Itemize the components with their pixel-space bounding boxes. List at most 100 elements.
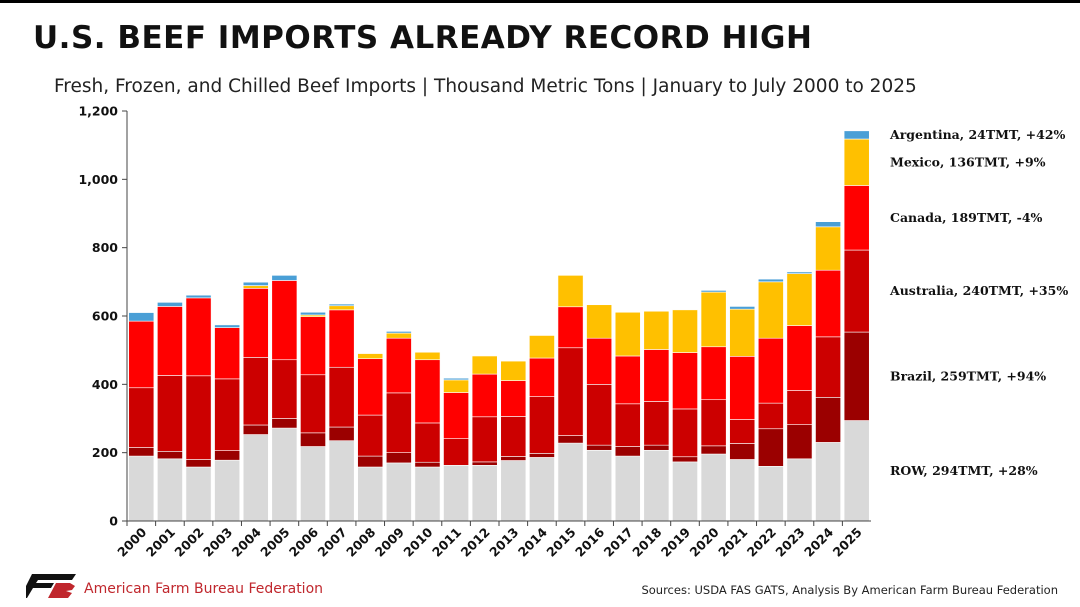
bar-row-2002 xyxy=(185,466,212,522)
bar-australia-2015 xyxy=(557,347,584,436)
bar-argentina-2024 xyxy=(815,221,841,228)
stacked-bar-chart: 02004006008001,0001,20020002001200220032… xyxy=(78,104,1068,560)
bar-brazil-2016 xyxy=(586,444,613,451)
x-tick-label: 2001 xyxy=(143,525,178,560)
x-tick-label: 2013 xyxy=(486,525,521,560)
bar-australia-2018 xyxy=(643,401,670,446)
bar-brazil-2002 xyxy=(185,459,212,468)
bar-argentina-2023 xyxy=(786,271,813,274)
bar-australia-2022 xyxy=(757,402,784,430)
bar-canada-2007 xyxy=(328,309,355,368)
bar-australia-2009 xyxy=(385,392,412,453)
y-tick-label: 200 xyxy=(92,445,118,460)
x-tick-label: 2004 xyxy=(229,524,264,559)
bar-mexico-2009 xyxy=(385,332,412,339)
bar-argentina-2025 xyxy=(843,130,870,140)
bar-australia-2005 xyxy=(271,359,298,419)
x-tick-label: 2011 xyxy=(429,525,464,560)
bar-mexico-2022 xyxy=(757,281,784,339)
bar-row-2006 xyxy=(300,446,326,522)
bar-row-2003 xyxy=(214,459,241,522)
x-tick-label: 2023 xyxy=(772,525,807,560)
top-rule xyxy=(0,0,1080,3)
bar-row-2025 xyxy=(843,420,870,522)
x-tick-label: 2024 xyxy=(801,524,836,559)
bar-row-2024 xyxy=(815,442,841,522)
bar-canada-2003 xyxy=(214,327,241,380)
bar-brazil-2007 xyxy=(328,426,355,442)
bar-brazil-2020 xyxy=(700,445,727,455)
bar-row-2014 xyxy=(529,457,555,522)
bar-brazil-2019 xyxy=(672,456,698,463)
bar-row-2008 xyxy=(357,466,384,522)
bar-brazil-2005 xyxy=(271,418,298,429)
bar-canada-2020 xyxy=(700,346,727,401)
annotation-brazil: Brazil, 259TMT, +94% xyxy=(890,368,1046,383)
bar-canada-2017 xyxy=(614,355,641,405)
annotation-australia: Australia, 240TMT, +35% xyxy=(889,283,1068,298)
bar-mexico-2008 xyxy=(357,353,384,360)
bar-australia-2007 xyxy=(328,366,355,428)
bar-brazil-2017 xyxy=(614,446,641,457)
bar-brazil-2015 xyxy=(557,435,584,444)
x-tick-label: 2006 xyxy=(286,524,321,559)
bar-canada-2014 xyxy=(529,357,555,397)
bar-row-2013 xyxy=(500,460,527,522)
bar-argentina-2000 xyxy=(128,312,155,322)
x-tick-label: 2022 xyxy=(744,525,779,560)
bar-row-2023 xyxy=(786,458,813,522)
bar-brazil-2012 xyxy=(471,461,498,466)
bar-row-2015 xyxy=(557,442,584,522)
bar-brazil-2003 xyxy=(214,450,241,461)
bar-row-2022 xyxy=(757,466,784,522)
x-tick-label: 2017 xyxy=(601,525,636,560)
bar-australia-2004 xyxy=(242,357,269,426)
bar-canada-2000 xyxy=(128,320,155,389)
bar-canada-2022 xyxy=(757,337,784,404)
y-tick-label: 1,200 xyxy=(78,104,118,119)
bar-brazil-2022 xyxy=(757,428,784,467)
bar-canada-2005 xyxy=(271,280,298,361)
bar-brazil-2001 xyxy=(157,450,183,460)
bar-australia-2010 xyxy=(414,422,441,463)
y-tick-label: 400 xyxy=(92,377,118,392)
bar-canada-2019 xyxy=(672,352,698,410)
bar-canada-2001 xyxy=(157,306,183,376)
bar-australia-2012 xyxy=(471,416,498,463)
bar-mexico-2011 xyxy=(443,379,469,393)
bar-mexico-2023 xyxy=(786,273,813,326)
x-tick-label: 2014 xyxy=(515,524,550,559)
bar-row-2001 xyxy=(157,458,183,522)
bar-mexico-2016 xyxy=(586,304,613,339)
bar-canada-2008 xyxy=(357,358,384,416)
bar-brazil-2010 xyxy=(414,461,441,468)
bar-argentina-2011 xyxy=(443,377,469,381)
x-tick-label: 2019 xyxy=(658,525,693,560)
bar-argentina-2005 xyxy=(271,275,298,281)
x-tick-label: 2008 xyxy=(343,525,378,560)
bar-brazil-2008 xyxy=(357,455,384,468)
bar-brazil-2023 xyxy=(786,424,813,460)
bar-row-2021 xyxy=(729,459,756,522)
bar-australia-2008 xyxy=(357,414,384,457)
bar-mexico-2007 xyxy=(328,305,355,311)
bar-argentina-2007 xyxy=(328,303,355,307)
bar-canada-2006 xyxy=(300,316,326,376)
y-tick-label: 0 xyxy=(109,514,118,529)
bar-brazil-2006 xyxy=(300,432,326,447)
bar-mexico-2025 xyxy=(843,138,870,186)
y-tick-label: 600 xyxy=(92,309,118,324)
bar-canada-2002 xyxy=(185,297,212,377)
bar-argentina-2001 xyxy=(157,302,183,307)
bar-row-2010 xyxy=(414,466,441,522)
bar-brazil-2021 xyxy=(729,443,756,460)
bar-australia-2019 xyxy=(672,408,698,458)
bar-argentina-2022 xyxy=(757,278,784,283)
bar-canada-2004 xyxy=(242,288,269,358)
bar-brazil-2018 xyxy=(643,444,670,451)
bar-row-2018 xyxy=(643,449,670,522)
bar-argentina-2020 xyxy=(700,290,727,293)
bar-canada-2016 xyxy=(586,337,613,385)
bar-mexico-2021 xyxy=(729,308,756,357)
bar-canada-2015 xyxy=(557,306,584,349)
